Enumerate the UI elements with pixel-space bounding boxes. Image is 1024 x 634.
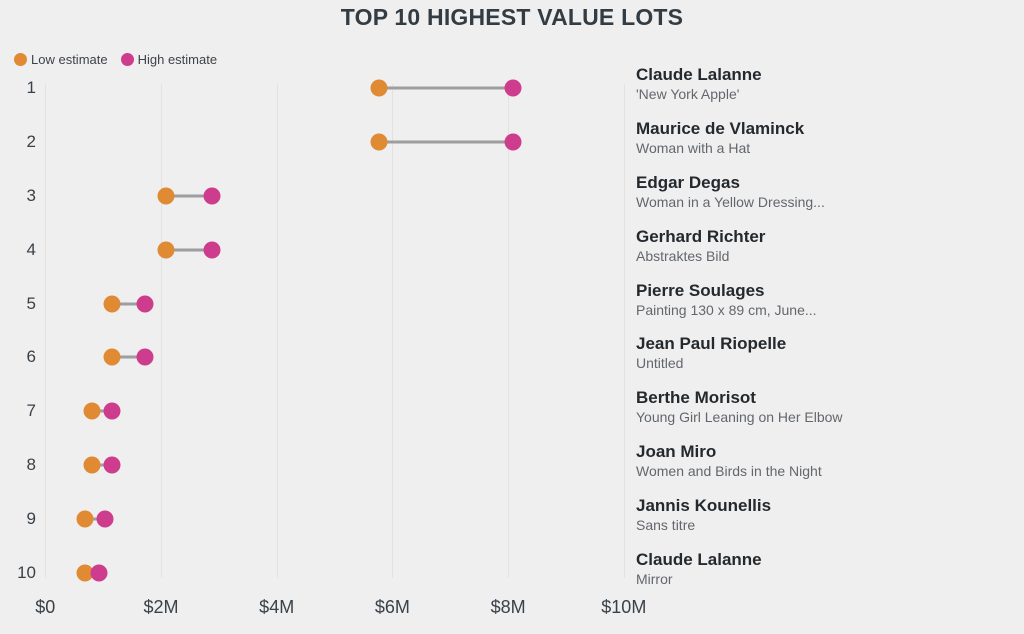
estimate-range-connector	[85, 517, 106, 521]
lot-work-title: Woman in a Yellow Dressing...	[636, 193, 825, 210]
lot-artist-name: Claude Lalanne	[636, 65, 762, 84]
rank-label: 7	[26, 401, 36, 421]
lot-list-item: Berthe Morisot Young Girl Leaning on Her …	[636, 387, 1018, 427]
x-axis-tick-label: $10M	[601, 597, 647, 617]
estimate-range-connector	[379, 140, 513, 144]
low-estimate-dot	[76, 564, 94, 582]
lot-list-item: Claude Lalanne 'New York Apple'	[636, 64, 1018, 104]
page-title: TOP 10 HIGHEST VALUE LOTS	[340, 4, 684, 30]
low-estimate-dot	[157, 187, 175, 205]
lot-artist-name: Pierre Soulages	[636, 280, 765, 300]
high-estimate-dot	[203, 241, 221, 259]
legend-label-high: High estimate	[137, 52, 218, 67]
rank-label: 8	[26, 455, 36, 475]
lot-work-title: Abstraktes Bild	[636, 247, 730, 264]
lot-work-title: 'New York Apple'	[636, 86, 740, 102]
rank-label: 10	[17, 563, 36, 582]
rank-label: 4	[26, 239, 36, 259]
x-axis-tick-label: $0	[35, 597, 56, 617]
legend-label-low: Low estimate	[31, 52, 108, 67]
lot-work-title: Painting 130 x 89 cm, June...	[636, 301, 817, 318]
lot-list-item: Jannis Kounellis Sans titre	[636, 495, 1018, 535]
x-axis-tick-label: $4M	[259, 597, 295, 617]
lot-artist-name: Jannis Kounellis	[636, 496, 772, 516]
lot-artist-name: Edgar Degas	[636, 172, 740, 192]
gridline	[392, 84, 394, 578]
low-estimate-dot	[157, 241, 175, 259]
gridline	[508, 84, 510, 578]
lot-work-title: Woman with a Hat	[636, 139, 751, 156]
estimate-range-connector	[165, 194, 213, 198]
high-estimate-dot	[103, 402, 121, 420]
lot-list-item: Jean Paul Riopelle Untitled	[636, 333, 1018, 373]
lot-work-title: Young Girl Leaning on Her Elbow	[636, 409, 843, 426]
x-axis-tick-label: $8M	[490, 597, 526, 617]
x-axis-tick-label: $2M	[143, 597, 179, 617]
estimate-range-connector	[111, 355, 146, 359]
estimate-range-connector	[165, 248, 213, 252]
rank-label: 6	[26, 347, 36, 367]
lot-work-title: Untitled	[636, 355, 684, 372]
estimate-range-connector	[92, 409, 112, 413]
lot-list-item: Joan Miro Women and Birds in the Night	[636, 441, 1018, 481]
high-estimate-dot	[203, 187, 221, 205]
low-estimate-dot	[103, 295, 121, 313]
high-estimate-dot	[136, 295, 154, 313]
lot-artist-name: Berthe Morisot	[636, 388, 756, 408]
rank-label: 5	[26, 293, 36, 313]
lot-work-title: Sans titre	[636, 517, 696, 534]
rank-label: 2	[26, 131, 36, 151]
lot-artist-name: Gerhard Richter	[636, 226, 766, 246]
lot-list-item: Edgar Degas Woman in a Yellow Dressing...	[636, 172, 1018, 212]
high-estimate-dot	[504, 79, 522, 97]
legend-item-high-estimate: High estimate	[120, 52, 218, 67]
gridline	[623, 84, 625, 578]
lot-list-item: Claude Lalanne Mirror	[636, 549, 1018, 589]
low-estimate-dot	[370, 133, 388, 151]
lot-list-item: Gerhard Richter Abstraktes Bild	[636, 226, 1018, 266]
high-estimate-dot-icon	[120, 53, 134, 66]
estimate-range-connector	[111, 302, 146, 306]
high-estimate-dot	[90, 564, 108, 582]
lot-artist-name: Joan Miro	[636, 442, 717, 462]
low-estimate-dot	[370, 79, 388, 97]
lot-work-title: Women and Birds in the Night	[636, 463, 822, 480]
low-estimate-dot	[83, 402, 101, 420]
estimate-range-connector	[92, 463, 112, 467]
low-estimate-dot	[103, 348, 121, 366]
x-axis-tick-label: $6M	[374, 597, 410, 617]
rank-label: 9	[26, 509, 36, 529]
estimate-range-connector	[379, 86, 513, 90]
gridline	[276, 84, 278, 578]
low-estimate-dot-icon	[14, 53, 27, 66]
high-estimate-dot	[96, 510, 114, 528]
lot-artist-name: Maurice de Vlaminck	[636, 118, 805, 138]
lot-artist-name: Jean Paul Riopelle	[636, 334, 787, 354]
gridline	[45, 84, 47, 578]
lot-artist-name: Claude Lalanne	[636, 550, 762, 569]
gridline	[161, 84, 162, 578]
rank-label: 3	[26, 185, 36, 205]
lot-list-item: Pierre Soulages Painting 130 x 89 cm, Jun…	[636, 280, 1018, 320]
lot-list-item: Maurice de Vlaminck Woman with a Hat	[636, 118, 1018, 158]
high-estimate-dot	[504, 133, 522, 151]
low-estimate-dot	[83, 456, 101, 474]
high-estimate-dot	[136, 348, 154, 366]
legend-item-low-estimate: Low estimate	[14, 52, 108, 67]
legend: Low estimate High estimate	[14, 52, 217, 67]
lot-work-title: Mirror	[636, 571, 673, 587]
rank-label: 1	[26, 78, 36, 97]
high-estimate-dot	[103, 456, 121, 474]
low-estimate-dot	[76, 510, 94, 528]
